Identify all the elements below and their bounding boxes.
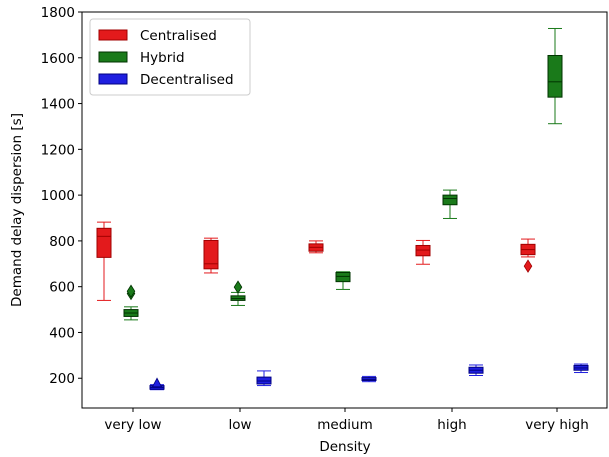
box-body bbox=[97, 228, 111, 257]
y-axis-label: Demand delay dispersion [s] bbox=[9, 113, 25, 307]
legend-label: Decentralised bbox=[140, 72, 234, 88]
legend: Centralised Hybrid Decentralised bbox=[90, 19, 250, 95]
y-tick-label: 400 bbox=[49, 325, 75, 341]
box-body bbox=[416, 245, 430, 255]
y-tick-label: 800 bbox=[49, 234, 75, 250]
x-tick-label: high bbox=[437, 417, 466, 433]
y-tick-label: 1600 bbox=[41, 51, 75, 67]
y-tick-label: 1200 bbox=[41, 142, 75, 158]
x-tick-label: medium bbox=[317, 417, 372, 433]
legend-swatch bbox=[99, 30, 127, 40]
box-body bbox=[204, 240, 218, 268]
legend-label: Centralised bbox=[140, 28, 217, 44]
box-group bbox=[362, 376, 376, 381]
x-tick-label: low bbox=[228, 417, 251, 433]
x-tick-label: very low bbox=[104, 417, 161, 433]
box-group bbox=[204, 238, 218, 273]
legend-swatch bbox=[99, 52, 127, 62]
legend-label: Hybrid bbox=[140, 50, 185, 66]
legend-swatch bbox=[99, 74, 127, 84]
x-tick-label: very high bbox=[525, 417, 589, 433]
y-tick-label: 1800 bbox=[41, 5, 75, 21]
x-axis-label: Density bbox=[319, 439, 370, 455]
y-tick-label: 1000 bbox=[41, 188, 75, 204]
y-tick-label: 1400 bbox=[41, 97, 75, 113]
y-tick-label: 600 bbox=[49, 280, 75, 296]
box-body bbox=[336, 272, 350, 281]
y-tick-label: 200 bbox=[49, 371, 75, 387]
box-body bbox=[443, 195, 457, 205]
box-body bbox=[548, 55, 562, 97]
